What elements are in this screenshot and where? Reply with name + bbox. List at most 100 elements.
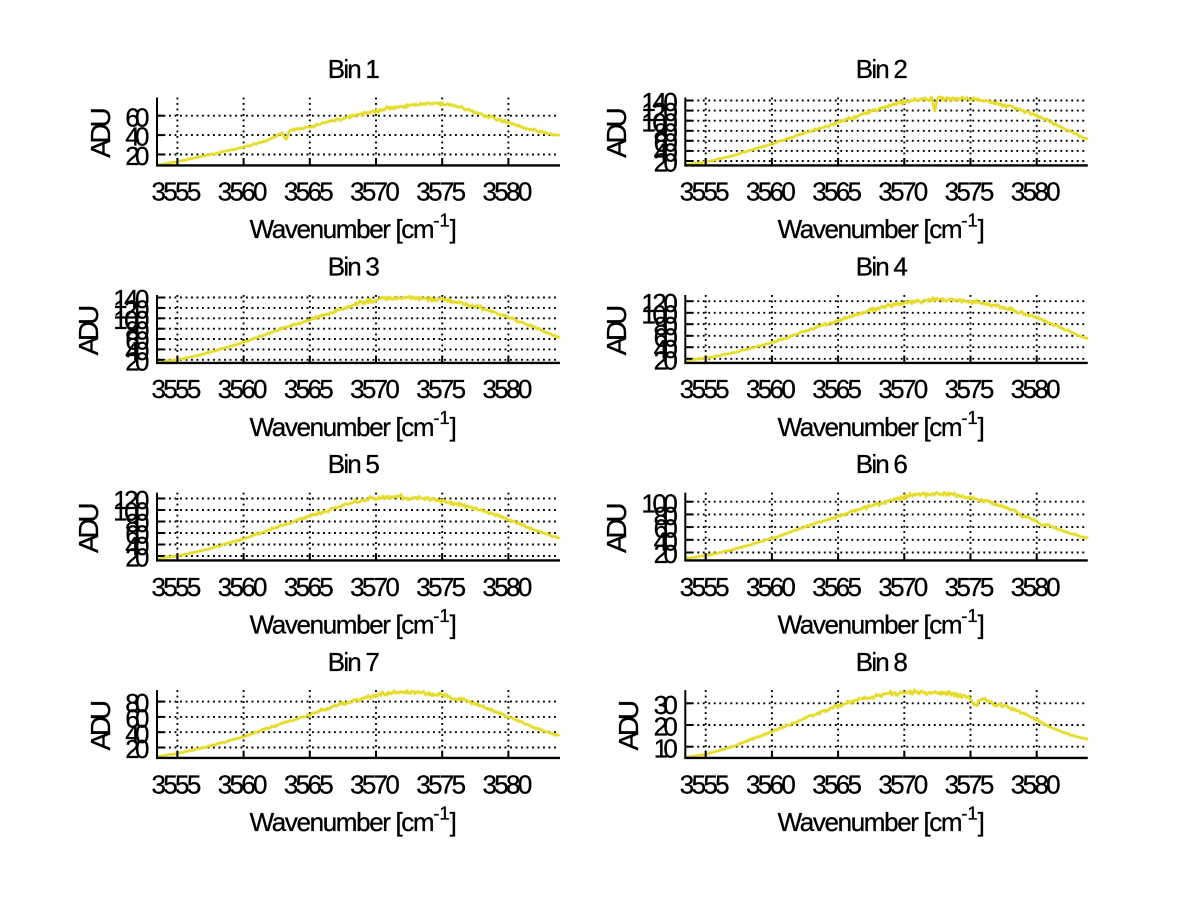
svg-text:80: 80 [125,508,149,538]
svg-text:3565: 3565 [284,572,334,602]
svg-text:ADU: ADU [73,305,104,356]
svg-text:3580: 3580 [483,374,533,404]
svg-text:60: 60 [125,520,149,550]
svg-text:40: 40 [125,336,149,366]
svg-text:40: 40 [654,138,678,168]
svg-text:Wavenumber [cm-1]: Wavenumber [cm-1] [250,407,457,442]
svg-text:Bin 5: Bin 5 [328,449,380,479]
svg-text:80: 80 [654,311,678,341]
svg-text:60: 60 [654,127,678,157]
svg-text:ADU: ADU [601,107,632,158]
svg-text:3565: 3565 [812,769,862,799]
svg-text:3555: 3555 [680,769,730,799]
svg-text:3565: 3565 [284,177,334,207]
svg-text:120: 120 [113,485,149,515]
svg-text:3560: 3560 [746,572,796,602]
svg-text:3560: 3560 [218,572,268,602]
svg-text:100: 100 [113,497,149,527]
svg-text:100: 100 [641,299,677,329]
svg-text:3570: 3570 [350,374,400,404]
svg-text:3580: 3580 [483,177,533,207]
svg-text:3570: 3570 [350,177,400,207]
svg-text:3565: 3565 [812,177,862,207]
svg-text:3560: 3560 [746,769,796,799]
svg-text:3570: 3570 [878,572,928,602]
svg-text:Bin 3: Bin 3 [328,252,380,282]
svg-text:100: 100 [641,488,677,518]
svg-text:ADU: ADU [85,107,116,158]
svg-text:20: 20 [125,346,149,376]
svg-text:Bin 4: Bin 4 [856,252,908,282]
svg-text:3575: 3575 [945,572,995,602]
svg-text:Wavenumber [cm-1]: Wavenumber [cm-1] [778,210,985,245]
svg-text:Wavenumber [cm-1]: Wavenumber [cm-1] [250,802,457,837]
svg-text:3570: 3570 [878,177,928,207]
svg-text:Wavenumber [cm-1]: Wavenumber [cm-1] [250,605,457,640]
svg-text:80: 80 [125,688,149,718]
svg-text:40: 40 [654,334,678,364]
svg-text:3580: 3580 [1011,374,1061,404]
svg-text:3575: 3575 [416,769,466,799]
svg-text:Wavenumber [cm-1]: Wavenumber [cm-1] [778,407,985,442]
svg-text:Bin 6: Bin 6 [856,449,908,479]
svg-text:3560: 3560 [746,177,796,207]
svg-text:40: 40 [654,526,678,556]
svg-text:3555: 3555 [152,177,202,207]
svg-text:3570: 3570 [878,769,928,799]
svg-text:120: 120 [641,288,677,318]
svg-text:3575: 3575 [416,177,466,207]
svg-text:20: 20 [125,543,149,573]
svg-text:3580: 3580 [1011,177,1061,207]
svg-text:3575: 3575 [416,374,466,404]
svg-text:100: 100 [641,107,677,137]
svg-text:Wavenumber [cm-1]: Wavenumber [cm-1] [250,210,457,245]
svg-text:120: 120 [641,97,677,127]
svg-text:3560: 3560 [218,374,268,404]
svg-text:40: 40 [125,719,149,749]
svg-text:3580: 3580 [1011,769,1061,799]
svg-text:3580: 3580 [1011,572,1061,602]
svg-text:3570: 3570 [350,769,400,799]
svg-text:3565: 3565 [812,572,862,602]
svg-text:3580: 3580 [483,769,533,799]
svg-text:3575: 3575 [945,177,995,207]
svg-text:ADU: ADU [613,700,644,751]
svg-text:140: 140 [113,284,149,314]
svg-text:ADU: ADU [85,700,116,751]
svg-text:60: 60 [654,514,678,544]
svg-text:20: 20 [654,539,678,569]
svg-text:Bin 1: Bin 1 [328,54,380,84]
svg-text:40: 40 [125,531,149,561]
svg-text:3570: 3570 [878,374,928,404]
svg-text:10: 10 [654,733,678,763]
svg-text:3555: 3555 [680,374,730,404]
svg-text:120: 120 [113,295,149,325]
svg-text:3565: 3565 [284,374,334,404]
svg-text:80: 80 [125,315,149,345]
svg-text:140: 140 [641,87,677,117]
svg-text:20: 20 [654,148,678,178]
svg-text:3560: 3560 [218,177,268,207]
svg-text:ADU: ADU [601,305,632,356]
svg-text:60: 60 [125,102,149,132]
svg-text:ADU: ADU [73,502,104,553]
svg-text:Bin 8: Bin 8 [856,647,908,677]
svg-text:3575: 3575 [945,374,995,404]
svg-text:80: 80 [654,117,678,147]
svg-text:Wavenumber [cm-1]: Wavenumber [cm-1] [778,605,985,640]
svg-text:3560: 3560 [218,769,268,799]
svg-text:3555: 3555 [152,572,202,602]
svg-text:Bin 7: Bin 7 [328,647,380,677]
svg-text:60: 60 [125,326,149,356]
svg-text:3565: 3565 [284,769,334,799]
svg-text:3555: 3555 [680,572,730,602]
svg-text:30: 30 [654,690,678,720]
svg-text:3570: 3570 [350,572,400,602]
svg-text:20: 20 [654,712,678,742]
svg-text:100: 100 [113,305,149,335]
svg-text:40: 40 [125,122,149,152]
svg-text:ADU: ADU [601,502,632,553]
svg-text:3575: 3575 [945,769,995,799]
svg-text:Wavenumber [cm-1]: Wavenumber [cm-1] [778,802,985,837]
svg-text:20: 20 [654,345,678,375]
